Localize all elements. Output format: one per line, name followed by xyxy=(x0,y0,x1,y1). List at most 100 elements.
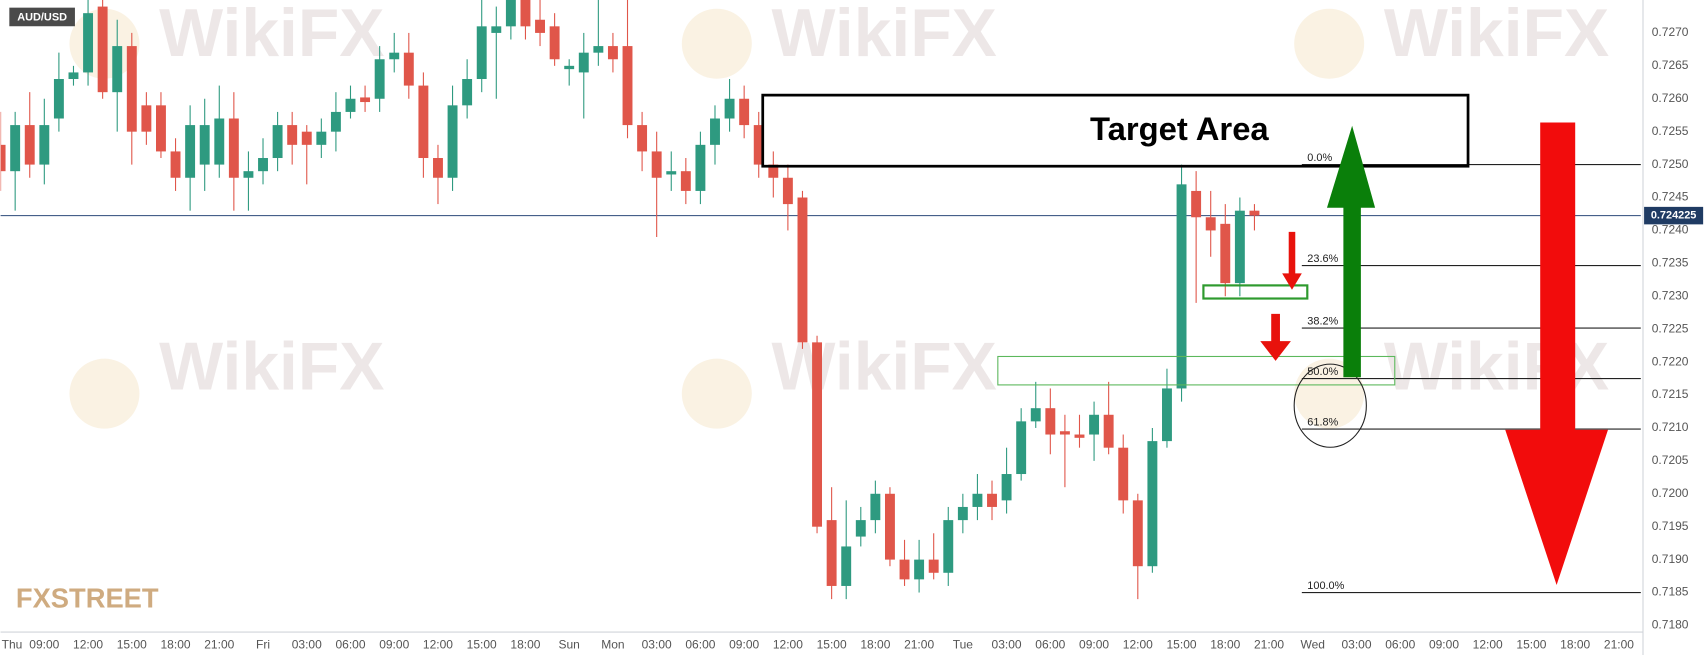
x-tick-label: 09:00 xyxy=(29,637,59,651)
x-tick-label: 15:00 xyxy=(1516,637,1546,651)
y-tick-label: 0.7200 xyxy=(1652,486,1689,500)
fib-label: 38.2% xyxy=(1307,315,1338,327)
candle-body xyxy=(1162,388,1172,442)
x-tick-label: 03:00 xyxy=(1341,637,1371,651)
x-tick-label: 21:00 xyxy=(1604,637,1634,651)
candle-body xyxy=(724,98,735,119)
candle-body xyxy=(622,46,633,126)
fib-label: 23.6% xyxy=(1307,253,1338,265)
candle-body xyxy=(10,125,21,172)
candle-body xyxy=(185,125,196,178)
x-tick-label: Thu xyxy=(2,637,23,651)
x-tick-label: 06:00 xyxy=(335,637,365,651)
y-tick-label: 0.7185 xyxy=(1652,585,1689,599)
candle-body xyxy=(695,144,706,191)
watermark: WikiFX xyxy=(1384,0,1609,71)
candle-body xyxy=(258,158,268,172)
arrow-down-large xyxy=(1505,122,1609,586)
candle-body xyxy=(535,19,545,33)
candle-body xyxy=(68,72,79,80)
x-tick-label: 06:00 xyxy=(685,637,715,651)
candle-body xyxy=(272,125,283,159)
candle-body xyxy=(1220,223,1231,284)
last-price-label: 0.724225 xyxy=(1651,210,1697,222)
candle-body xyxy=(1118,447,1129,501)
y-tick-label: 0.7225 xyxy=(1652,321,1689,335)
candle-body xyxy=(914,559,925,580)
candles xyxy=(0,0,1260,600)
x-tick-label: Wed xyxy=(1301,637,1326,651)
candle-body xyxy=(24,125,35,165)
candle-body xyxy=(155,105,166,152)
x-tick-label: 15:00 xyxy=(467,637,497,651)
x-tick-label: 03:00 xyxy=(992,637,1022,651)
x-tick-label: Sun xyxy=(558,637,579,651)
candle-body xyxy=(637,125,648,152)
candle-body xyxy=(345,98,356,112)
candle-body xyxy=(870,493,881,521)
candle-body xyxy=(301,131,312,145)
x-tick-label: Mon xyxy=(601,637,624,651)
candle-body xyxy=(1074,434,1085,438)
x-tick-label: 12:00 xyxy=(73,637,103,651)
x-tick-label: 18:00 xyxy=(860,637,890,651)
y-tick-label: 0.7245 xyxy=(1652,190,1689,204)
candle-body xyxy=(126,46,137,132)
candle-body xyxy=(972,493,983,507)
candle-body xyxy=(141,105,152,132)
candle-body xyxy=(243,171,254,178)
candle-body xyxy=(826,520,837,586)
candle-body xyxy=(710,118,720,145)
candle-body xyxy=(1045,408,1056,435)
y-tick-label: 0.7250 xyxy=(1652,157,1689,171)
target-box xyxy=(761,93,1470,168)
x-tick-label: Tue xyxy=(953,637,974,651)
y-tick-label: 0.7240 xyxy=(1652,223,1689,237)
candle-body xyxy=(447,105,458,178)
watermark: WikiFX xyxy=(159,0,384,71)
candle-body xyxy=(214,118,225,165)
candle-body xyxy=(374,59,385,99)
candle-body xyxy=(0,144,6,172)
candle-body xyxy=(1234,210,1245,284)
fib-label: 50.0% xyxy=(1307,366,1338,378)
candle-body xyxy=(199,125,210,165)
candle-body xyxy=(418,85,429,159)
x-tick-label: 15:00 xyxy=(817,637,847,651)
candle-body xyxy=(957,506,968,521)
x-tick-label: 09:00 xyxy=(1429,637,1459,651)
fib-label: 61.8% xyxy=(1307,416,1338,428)
x-tick-label: 15:00 xyxy=(117,637,147,651)
candle-body xyxy=(1147,441,1158,567)
candle-body xyxy=(1030,408,1041,422)
watermark-logo xyxy=(69,358,140,429)
candle-body xyxy=(1205,217,1216,231)
symbol-tag xyxy=(9,7,75,27)
candle-body xyxy=(1191,190,1202,218)
support-box xyxy=(1202,284,1309,300)
candle-body xyxy=(666,171,677,175)
x-tick-label: 12:00 xyxy=(1123,637,1153,651)
y-tick-label: 0.7180 xyxy=(1652,618,1689,632)
candle-body xyxy=(928,559,939,573)
candle-body xyxy=(316,131,327,145)
x-tick-label: Fri xyxy=(256,637,270,651)
y-tick-label: 0.7260 xyxy=(1652,91,1689,105)
x-tick-label: 09:00 xyxy=(1079,637,1109,651)
candle-body xyxy=(549,26,560,60)
candle-body xyxy=(505,0,516,27)
x-tick-label: 09:00 xyxy=(379,637,409,651)
candle-body xyxy=(170,151,181,178)
candle-body xyxy=(462,79,473,106)
candle-body xyxy=(768,164,779,178)
candle-body xyxy=(433,158,443,178)
candle-body xyxy=(1103,414,1114,448)
candle-body xyxy=(782,177,793,205)
y-tick-label: 0.7215 xyxy=(1652,387,1689,401)
candle-body xyxy=(228,118,239,178)
watermark: WikiFX xyxy=(1384,330,1609,405)
y-tick-label: 0.7205 xyxy=(1652,453,1689,467)
candle-body xyxy=(753,125,764,165)
candle-body xyxy=(578,52,589,73)
